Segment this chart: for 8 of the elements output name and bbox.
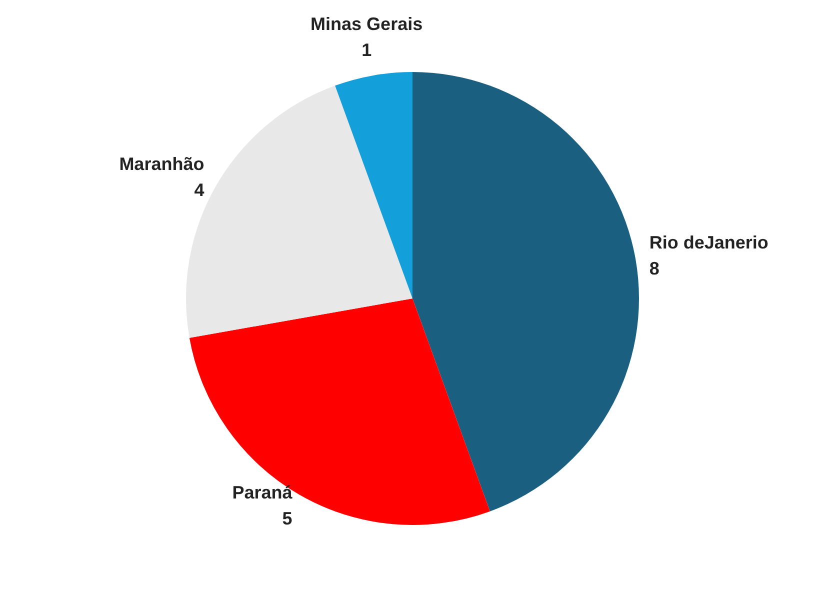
slice-label: Paraná bbox=[232, 482, 294, 503]
slice-label: Maranhão bbox=[119, 154, 204, 174]
data-label: 4 bbox=[194, 180, 204, 200]
data-label: 1 bbox=[362, 40, 372, 60]
data-label: 8 bbox=[649, 258, 660, 279]
slice-label: Minas Gerais bbox=[310, 14, 423, 34]
data-label: 5 bbox=[282, 508, 292, 529]
slice-label: Rio deJanerio bbox=[649, 232, 768, 253]
